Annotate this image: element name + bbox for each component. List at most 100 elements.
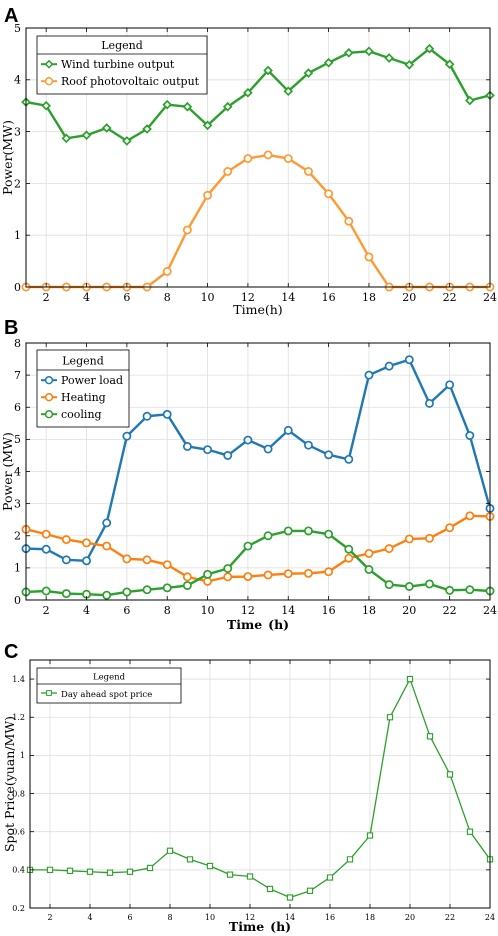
data-point-0-22 — [465, 431, 475, 440]
data-point-2-19 — [404, 582, 414, 591]
data-point-0-20 — [426, 733, 434, 740]
x-axis-label: Time(h) — [233, 302, 282, 317]
y-tick-label: 0.2 — [12, 904, 25, 913]
data-point-1-6 — [142, 555, 152, 565]
data-point-0-15 — [324, 450, 334, 460]
x-tick-label: 6 — [123, 291, 130, 304]
data-point-1-19 — [404, 534, 414, 544]
data-point-0-7 — [162, 409, 172, 419]
legend-swatch-marker-0 — [44, 376, 54, 385]
data-point-1-11 — [243, 572, 253, 581]
y-tick-label: 0.4 — [12, 866, 25, 875]
data-point-0-1 — [41, 544, 51, 554]
data-point-1-14 — [303, 167, 313, 176]
data-point-0-14 — [303, 440, 313, 450]
data-point-0-19 — [406, 675, 414, 683]
data-point-1-8 — [182, 572, 192, 582]
data-point-2-8 — [182, 581, 192, 590]
data-point-0-10 — [222, 101, 233, 112]
y-tick-label: 0.6 — [12, 827, 25, 836]
legend-swatch-marker-2 — [44, 410, 54, 419]
data-point-2-15 — [324, 529, 334, 539]
data-point-0-5 — [122, 431, 132, 441]
data-point-0-12 — [266, 885, 274, 893]
data-point-0-13 — [286, 894, 294, 901]
x-tick-label: 16 — [322, 291, 336, 304]
y-tick-label: 3 — [14, 497, 21, 510]
y-tick-label: 2 — [14, 177, 21, 190]
x-tick-label: 12 — [241, 604, 255, 617]
data-point-0-13 — [283, 425, 293, 435]
data-point-1-10 — [223, 572, 233, 582]
x-tick-label: 14 — [281, 604, 295, 617]
x-tick-label: 6 — [127, 913, 132, 922]
data-point-1-10 — [223, 167, 233, 176]
data-point-1-9 — [203, 190, 213, 200]
data-point-0-4 — [101, 123, 112, 133]
legend-entry-0: Power load — [61, 374, 123, 387]
data-point-2-12 — [263, 531, 273, 541]
data-point-0-9 — [202, 120, 213, 131]
data-point-0-18 — [386, 714, 394, 721]
x-tick-label: 16 — [322, 604, 336, 617]
x-tick-label: 24 — [483, 291, 497, 304]
data-point-0-10 — [223, 450, 233, 460]
data-point-2-2 — [61, 589, 71, 599]
data-point-1-9 — [203, 576, 213, 586]
data-point-0-8 — [182, 441, 192, 451]
y-tick-label: 6 — [14, 401, 21, 414]
x-tick-label: 22 — [443, 604, 457, 617]
x-tick-label: 16 — [325, 913, 335, 922]
data-point-1-4 — [102, 541, 112, 551]
data-point-1-14 — [303, 568, 313, 578]
x-tick-label: 12 — [241, 291, 255, 304]
x-tick-label: 20 — [402, 291, 416, 304]
data-point-0-11 — [246, 873, 254, 880]
data-point-0-1 — [46, 866, 54, 873]
data-point-0-6 — [142, 411, 152, 421]
legend-entry-1: Heating — [61, 391, 106, 404]
data-point-0-20 — [425, 398, 434, 408]
x-tick-label: 22 — [445, 913, 455, 922]
x-axis-label: Time (h) — [229, 919, 291, 934]
series-line-0 — [30, 678, 491, 899]
data-point-0-10 — [226, 871, 234, 878]
data-point-0-11 — [243, 435, 253, 445]
x-tick-label: 4 — [83, 604, 90, 617]
panel-letter-a: A — [4, 5, 18, 27]
panel-letter-c: C — [4, 641, 18, 663]
data-point-2-10 — [223, 564, 233, 573]
data-point-0-8 — [182, 101, 193, 112]
y-axis-label: Power(MW) — [0, 120, 15, 195]
legend-entry-0: Wind turbine output — [61, 58, 175, 71]
data-point-0-2 — [61, 133, 72, 144]
data-point-1-15 — [324, 567, 334, 577]
x-axis-label-unit: (h) — [270, 919, 291, 934]
x-tick-label: 10 — [205, 913, 215, 922]
y-tick-label: 0 — [14, 594, 21, 607]
y-tick-label: 1.2 — [12, 713, 25, 722]
data-point-2-14 — [303, 526, 313, 536]
y-tick-label: 5 — [14, 433, 21, 446]
x-tick-label: 24 — [485, 913, 495, 922]
data-point-1-17 — [364, 548, 374, 558]
data-point-0-3 — [82, 556, 91, 566]
x-tick-label: 18 — [362, 291, 376, 304]
data-point-2-21 — [445, 585, 455, 595]
x-tick-label: 2 — [43, 604, 50, 617]
x-tick-label: 8 — [164, 604, 171, 617]
y-tick-label: 2 — [14, 530, 21, 543]
data-point-0-14 — [306, 887, 314, 894]
data-point-0-7 — [162, 99, 173, 110]
y-axis-label: Power (MW) — [0, 432, 15, 511]
x-axis-label-text: Time — [229, 919, 264, 934]
x-tick-label: 4 — [87, 913, 92, 922]
data-point-1-11 — [243, 154, 253, 163]
data-point-2-5 — [122, 587, 132, 597]
data-point-0-19 — [404, 59, 415, 70]
data-point-1-3 — [82, 538, 91, 548]
data-point-0-7 — [166, 847, 174, 854]
y-tick-label: 0 — [14, 281, 21, 294]
data-point-1-5 — [122, 554, 132, 564]
